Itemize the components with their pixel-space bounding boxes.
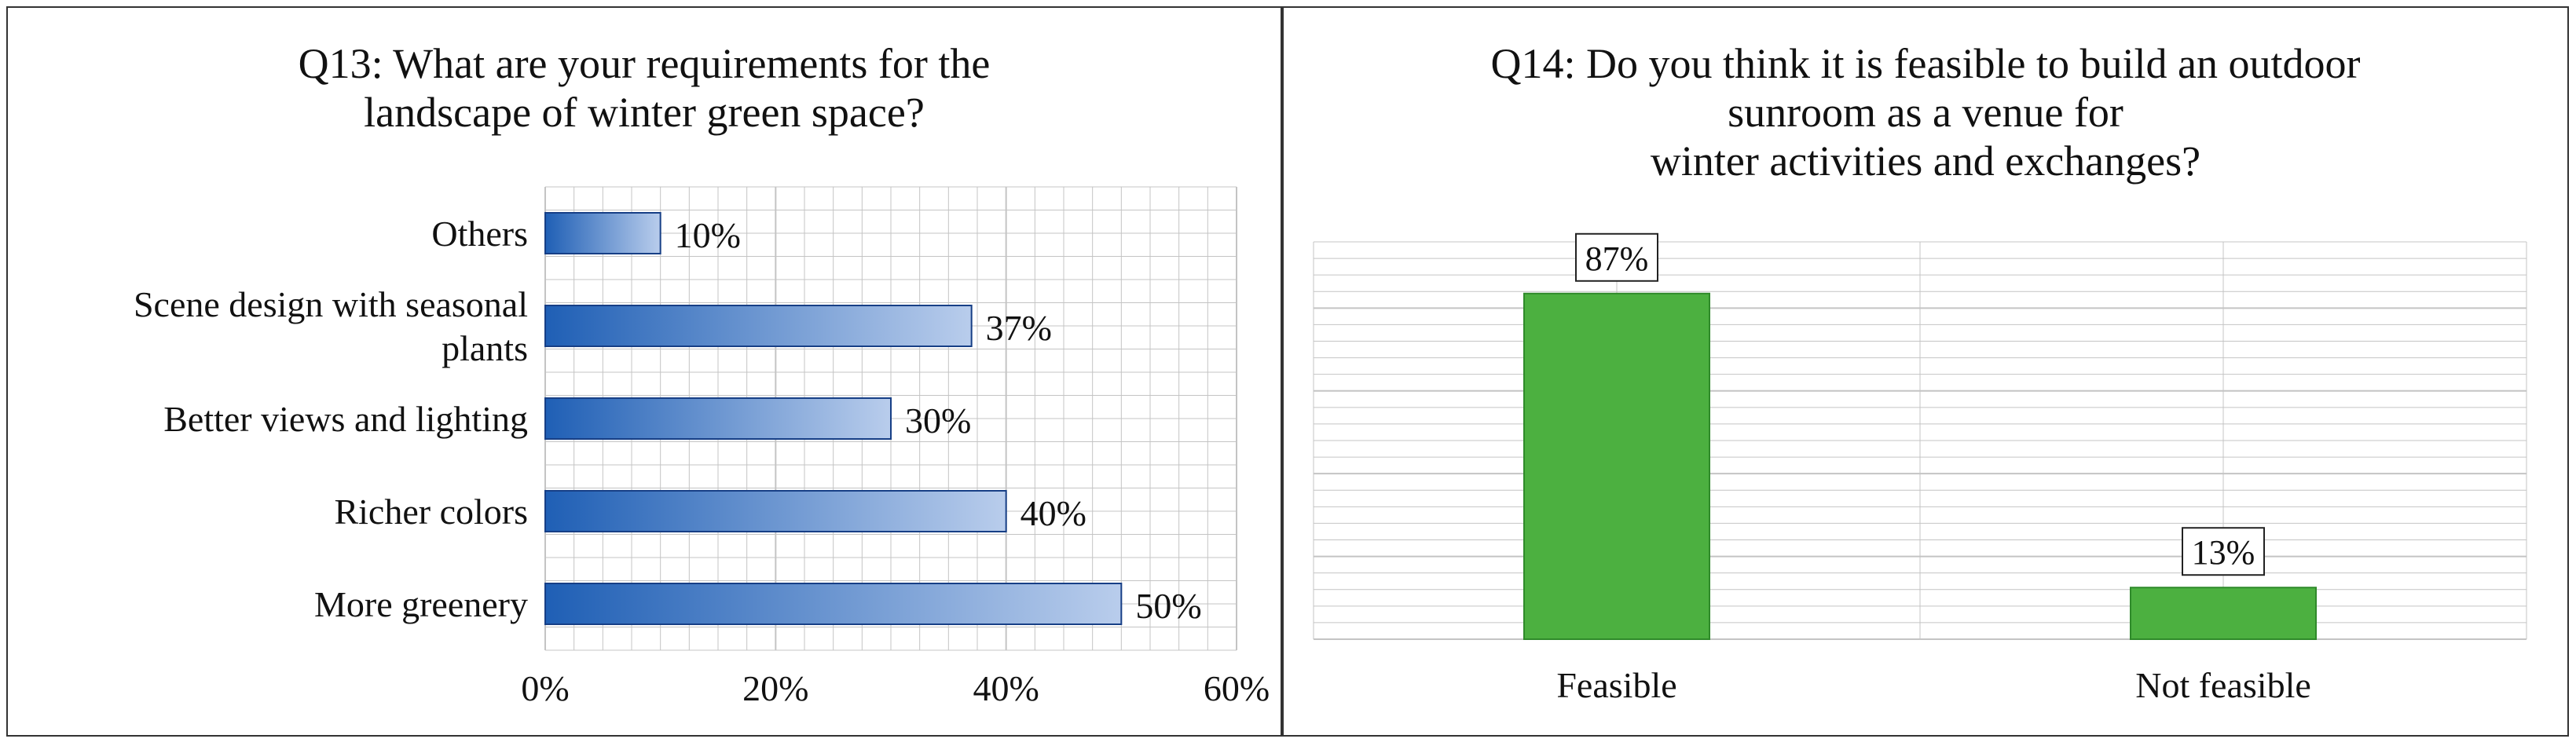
q13-category-label: Others <box>431 214 528 254</box>
q13-category-label: Scene design with seasonal <box>134 284 528 324</box>
q14-chart-panel: Q14: Do you think it is feasible to buil… <box>1282 6 2569 737</box>
q13-gridlines <box>544 186 1237 651</box>
q14-category-label: Feasible <box>1556 665 1676 705</box>
q13-category-label: plants <box>442 328 528 368</box>
q13-chart-title: Q13: What are your requirements for the … <box>298 40 991 136</box>
q14-value-label: 13% <box>2192 533 2255 572</box>
q13-category-label: Better views and lighting <box>163 399 528 439</box>
q14-gridlines <box>1313 241 2527 640</box>
q14-value-label-box <box>2182 527 2265 576</box>
q13-chart-panel: Q13: What are your requirements for the … <box>6 6 1282 737</box>
q13-xtick-label: 60% <box>1204 668 1270 708</box>
q14-bar <box>2130 587 2317 640</box>
q13-xtick-label: 20% <box>742 668 808 708</box>
q13-bar-chart: 10% Others 37% Scene design with seasonalpl… <box>134 186 1270 708</box>
q13-bar <box>544 583 1123 625</box>
q13-bar <box>544 397 892 440</box>
q13-xtick-label: 0% <box>521 668 569 708</box>
q13-category-label: Richer colors <box>334 492 528 532</box>
q13-xtick-label: 40% <box>973 668 1039 708</box>
q13-category-label: More greenery <box>314 584 528 624</box>
q14-category-label: Not feasible <box>2135 665 2311 705</box>
q14-chart-title: Q14: Do you think it is feasible to buil… <box>1490 40 2361 185</box>
q13-value-label: 37% <box>986 308 1052 348</box>
q13-value-label: 40% <box>1021 493 1086 533</box>
q13-bar <box>544 212 661 254</box>
q13-bar <box>544 305 973 347</box>
q14-value-label-box <box>1575 232 1658 282</box>
q14-value-label: 87% <box>1585 240 1649 278</box>
q13-value-label: 10% <box>675 215 741 255</box>
q13-bar <box>544 490 1007 532</box>
q13-value-label: 50% <box>1135 586 1201 626</box>
q14-bar <box>1523 292 1710 640</box>
q13-value-label: 30% <box>905 400 971 441</box>
q14-bar-chart: 87% Feasible 13% Not feasible <box>1313 232 2527 705</box>
